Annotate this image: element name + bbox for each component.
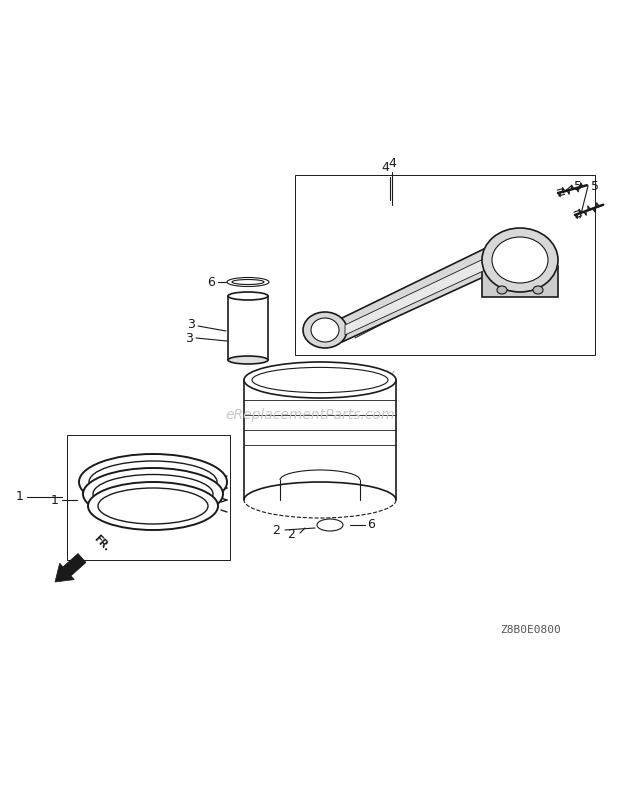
Ellipse shape <box>228 292 268 300</box>
Text: 2: 2 <box>272 525 280 537</box>
Text: 4: 4 <box>381 161 389 174</box>
Polygon shape <box>482 266 558 297</box>
Text: 3: 3 <box>185 331 193 345</box>
Text: 5: 5 <box>574 180 582 192</box>
Ellipse shape <box>93 475 213 513</box>
Ellipse shape <box>482 228 558 292</box>
Polygon shape <box>345 254 494 335</box>
Ellipse shape <box>232 280 264 285</box>
Ellipse shape <box>533 286 543 294</box>
Ellipse shape <box>89 461 217 503</box>
Ellipse shape <box>83 468 223 520</box>
Text: 1: 1 <box>51 493 59 507</box>
Ellipse shape <box>497 286 507 294</box>
Ellipse shape <box>311 318 339 342</box>
Bar <box>67 435 230 560</box>
Ellipse shape <box>88 482 218 530</box>
Text: 6: 6 <box>207 276 215 289</box>
Ellipse shape <box>98 488 208 524</box>
Polygon shape <box>342 246 490 342</box>
Ellipse shape <box>303 312 347 348</box>
Text: eReplacementParts.com: eReplacementParts.com <box>225 408 395 422</box>
Ellipse shape <box>317 519 343 531</box>
Ellipse shape <box>227 277 269 286</box>
Text: 5: 5 <box>591 180 599 192</box>
Text: Z8B0E0800: Z8B0E0800 <box>500 625 560 635</box>
FancyArrow shape <box>55 553 86 582</box>
Ellipse shape <box>252 367 388 393</box>
Text: FR.: FR. <box>92 533 112 553</box>
Text: 2: 2 <box>287 529 295 541</box>
Text: 3: 3 <box>187 318 195 330</box>
Text: 6: 6 <box>367 519 375 532</box>
Text: 4: 4 <box>388 157 396 170</box>
Ellipse shape <box>79 454 227 510</box>
Text: 1: 1 <box>16 491 24 504</box>
Ellipse shape <box>244 362 396 398</box>
Ellipse shape <box>492 237 548 283</box>
Ellipse shape <box>228 356 268 364</box>
